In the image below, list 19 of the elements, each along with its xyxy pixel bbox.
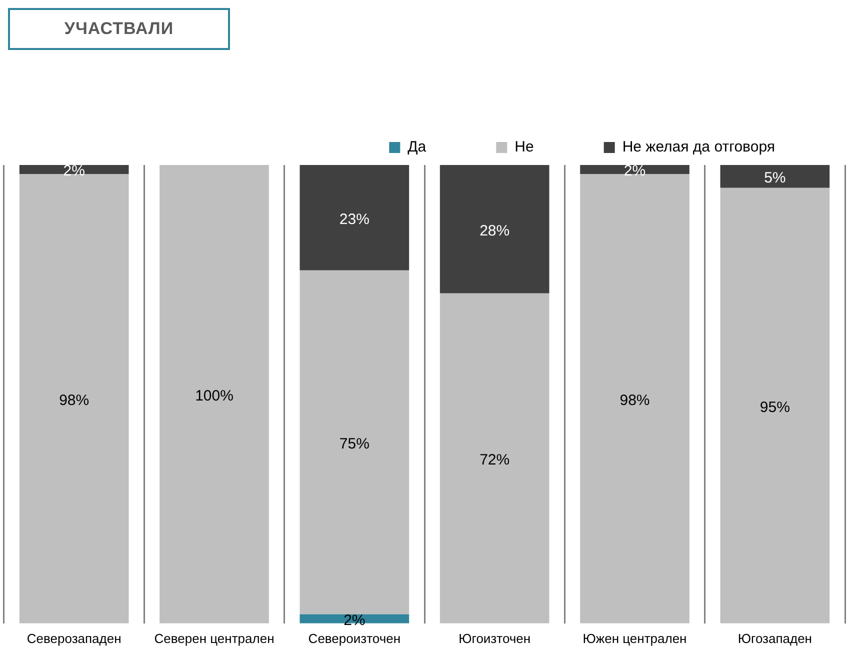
legend-label: Не [514, 138, 534, 156]
data-label: 95% [760, 398, 790, 416]
data-label: 100% [195, 387, 234, 404]
x-tick-label: Южен централен [582, 630, 687, 646]
data-label: 75% [339, 435, 370, 452]
x-tick-label: Югоизточен [458, 630, 531, 646]
data-label: 28% [480, 222, 510, 240]
legend-label: Да [408, 138, 427, 156]
data-label: 98% [620, 392, 650, 409]
data-label: 5% [764, 170, 786, 187]
x-tick-label: Северен централен [154, 630, 274, 646]
x-tick-label: Североизточен [308, 630, 401, 646]
x-tick-label: Северозападен [26, 630, 122, 646]
x-tick-label: Югозападен [738, 630, 812, 646]
legend-label: Не желая да отговоря [622, 138, 776, 156]
chart-title: УЧАСТВАЛИ [8, 8, 230, 50]
data-label: 23% [339, 210, 370, 228]
data-label: 98% [59, 392, 90, 409]
data-label: 72% [480, 452, 510, 469]
